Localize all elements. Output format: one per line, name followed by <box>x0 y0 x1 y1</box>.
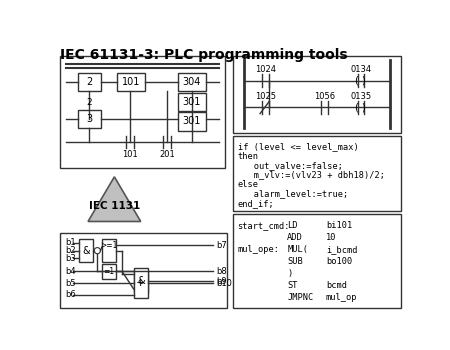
Bar <box>60 56 225 168</box>
Text: b1: b1 <box>65 238 76 247</box>
Text: 101: 101 <box>122 77 140 87</box>
Bar <box>178 93 206 111</box>
Text: 0134: 0134 <box>350 65 371 74</box>
Bar <box>233 136 401 211</box>
Text: else: else <box>238 180 259 189</box>
Text: =1: =1 <box>104 267 114 276</box>
Text: i_bcmd: i_bcmd <box>326 245 357 254</box>
Text: end_if;: end_if; <box>238 199 274 208</box>
Text: ( ): ( ) <box>356 76 366 85</box>
Text: ST: ST <box>287 281 298 290</box>
Text: 1024: 1024 <box>255 65 276 74</box>
Text: b8: b8 <box>216 267 227 276</box>
Text: 0135: 0135 <box>350 92 371 101</box>
Polygon shape <box>88 177 141 222</box>
Text: ): ) <box>287 269 292 278</box>
Text: out_valve:=false;: out_valve:=false; <box>238 161 342 170</box>
Text: b6: b6 <box>65 290 76 299</box>
Bar <box>102 239 116 262</box>
Text: bi101: bi101 <box>326 220 352 230</box>
Text: b2: b2 <box>65 246 76 255</box>
Text: 10: 10 <box>326 233 337 242</box>
Bar <box>134 270 148 293</box>
Bar <box>178 112 206 131</box>
Text: mul_ope:: mul_ope: <box>238 245 279 254</box>
Text: start_cmd:: start_cmd: <box>238 220 290 230</box>
Text: MUL(: MUL( <box>287 245 308 254</box>
Text: 201: 201 <box>159 150 175 159</box>
Text: then: then <box>238 152 259 161</box>
Text: ( ): ( ) <box>356 103 366 112</box>
Text: b3: b3 <box>65 254 76 263</box>
Bar <box>60 233 227 308</box>
Text: b9: b9 <box>216 277 226 286</box>
Text: mul_op: mul_op <box>326 293 357 302</box>
Bar <box>102 264 116 279</box>
Text: if (level <= level_max): if (level <= level_max) <box>238 142 358 151</box>
Text: LD: LD <box>287 220 298 230</box>
Text: &: & <box>137 276 144 286</box>
Bar <box>134 268 148 299</box>
Text: 1056: 1056 <box>314 92 335 101</box>
Text: 301: 301 <box>183 116 201 126</box>
Text: SUB: SUB <box>287 257 303 266</box>
Text: 3: 3 <box>86 114 93 124</box>
Text: +: + <box>136 278 145 288</box>
Text: IEC 1131: IEC 1131 <box>89 201 140 211</box>
Bar <box>78 110 101 128</box>
Bar <box>233 56 401 133</box>
Text: 2: 2 <box>86 98 92 107</box>
Bar <box>78 73 101 91</box>
Text: b10: b10 <box>216 279 232 287</box>
Text: 301: 301 <box>183 97 201 107</box>
Text: 2: 2 <box>86 77 93 87</box>
Text: >=1: >=1 <box>100 241 117 250</box>
Text: b7: b7 <box>216 241 227 250</box>
Bar <box>233 215 401 308</box>
Text: alarm_level:=true;: alarm_level:=true; <box>238 189 348 198</box>
Text: m_vlv:=(vlv23 + dbh18)/2;: m_vlv:=(vlv23 + dbh18)/2; <box>238 170 385 180</box>
Text: 1025: 1025 <box>255 92 276 101</box>
Text: b4: b4 <box>65 267 76 276</box>
Bar <box>178 73 206 91</box>
Bar <box>79 239 93 262</box>
Text: &: & <box>82 246 90 256</box>
Text: bcmd: bcmd <box>326 281 347 290</box>
Text: bo100: bo100 <box>326 257 352 266</box>
Text: JMPNC: JMPNC <box>287 293 314 302</box>
Text: b5: b5 <box>65 279 76 287</box>
Bar <box>117 73 144 91</box>
Text: 304: 304 <box>183 77 201 87</box>
Text: 101: 101 <box>122 150 138 159</box>
Text: IEC 61131-3: PLC programming tools: IEC 61131-3: PLC programming tools <box>60 48 348 62</box>
Text: ADD: ADD <box>287 233 303 242</box>
